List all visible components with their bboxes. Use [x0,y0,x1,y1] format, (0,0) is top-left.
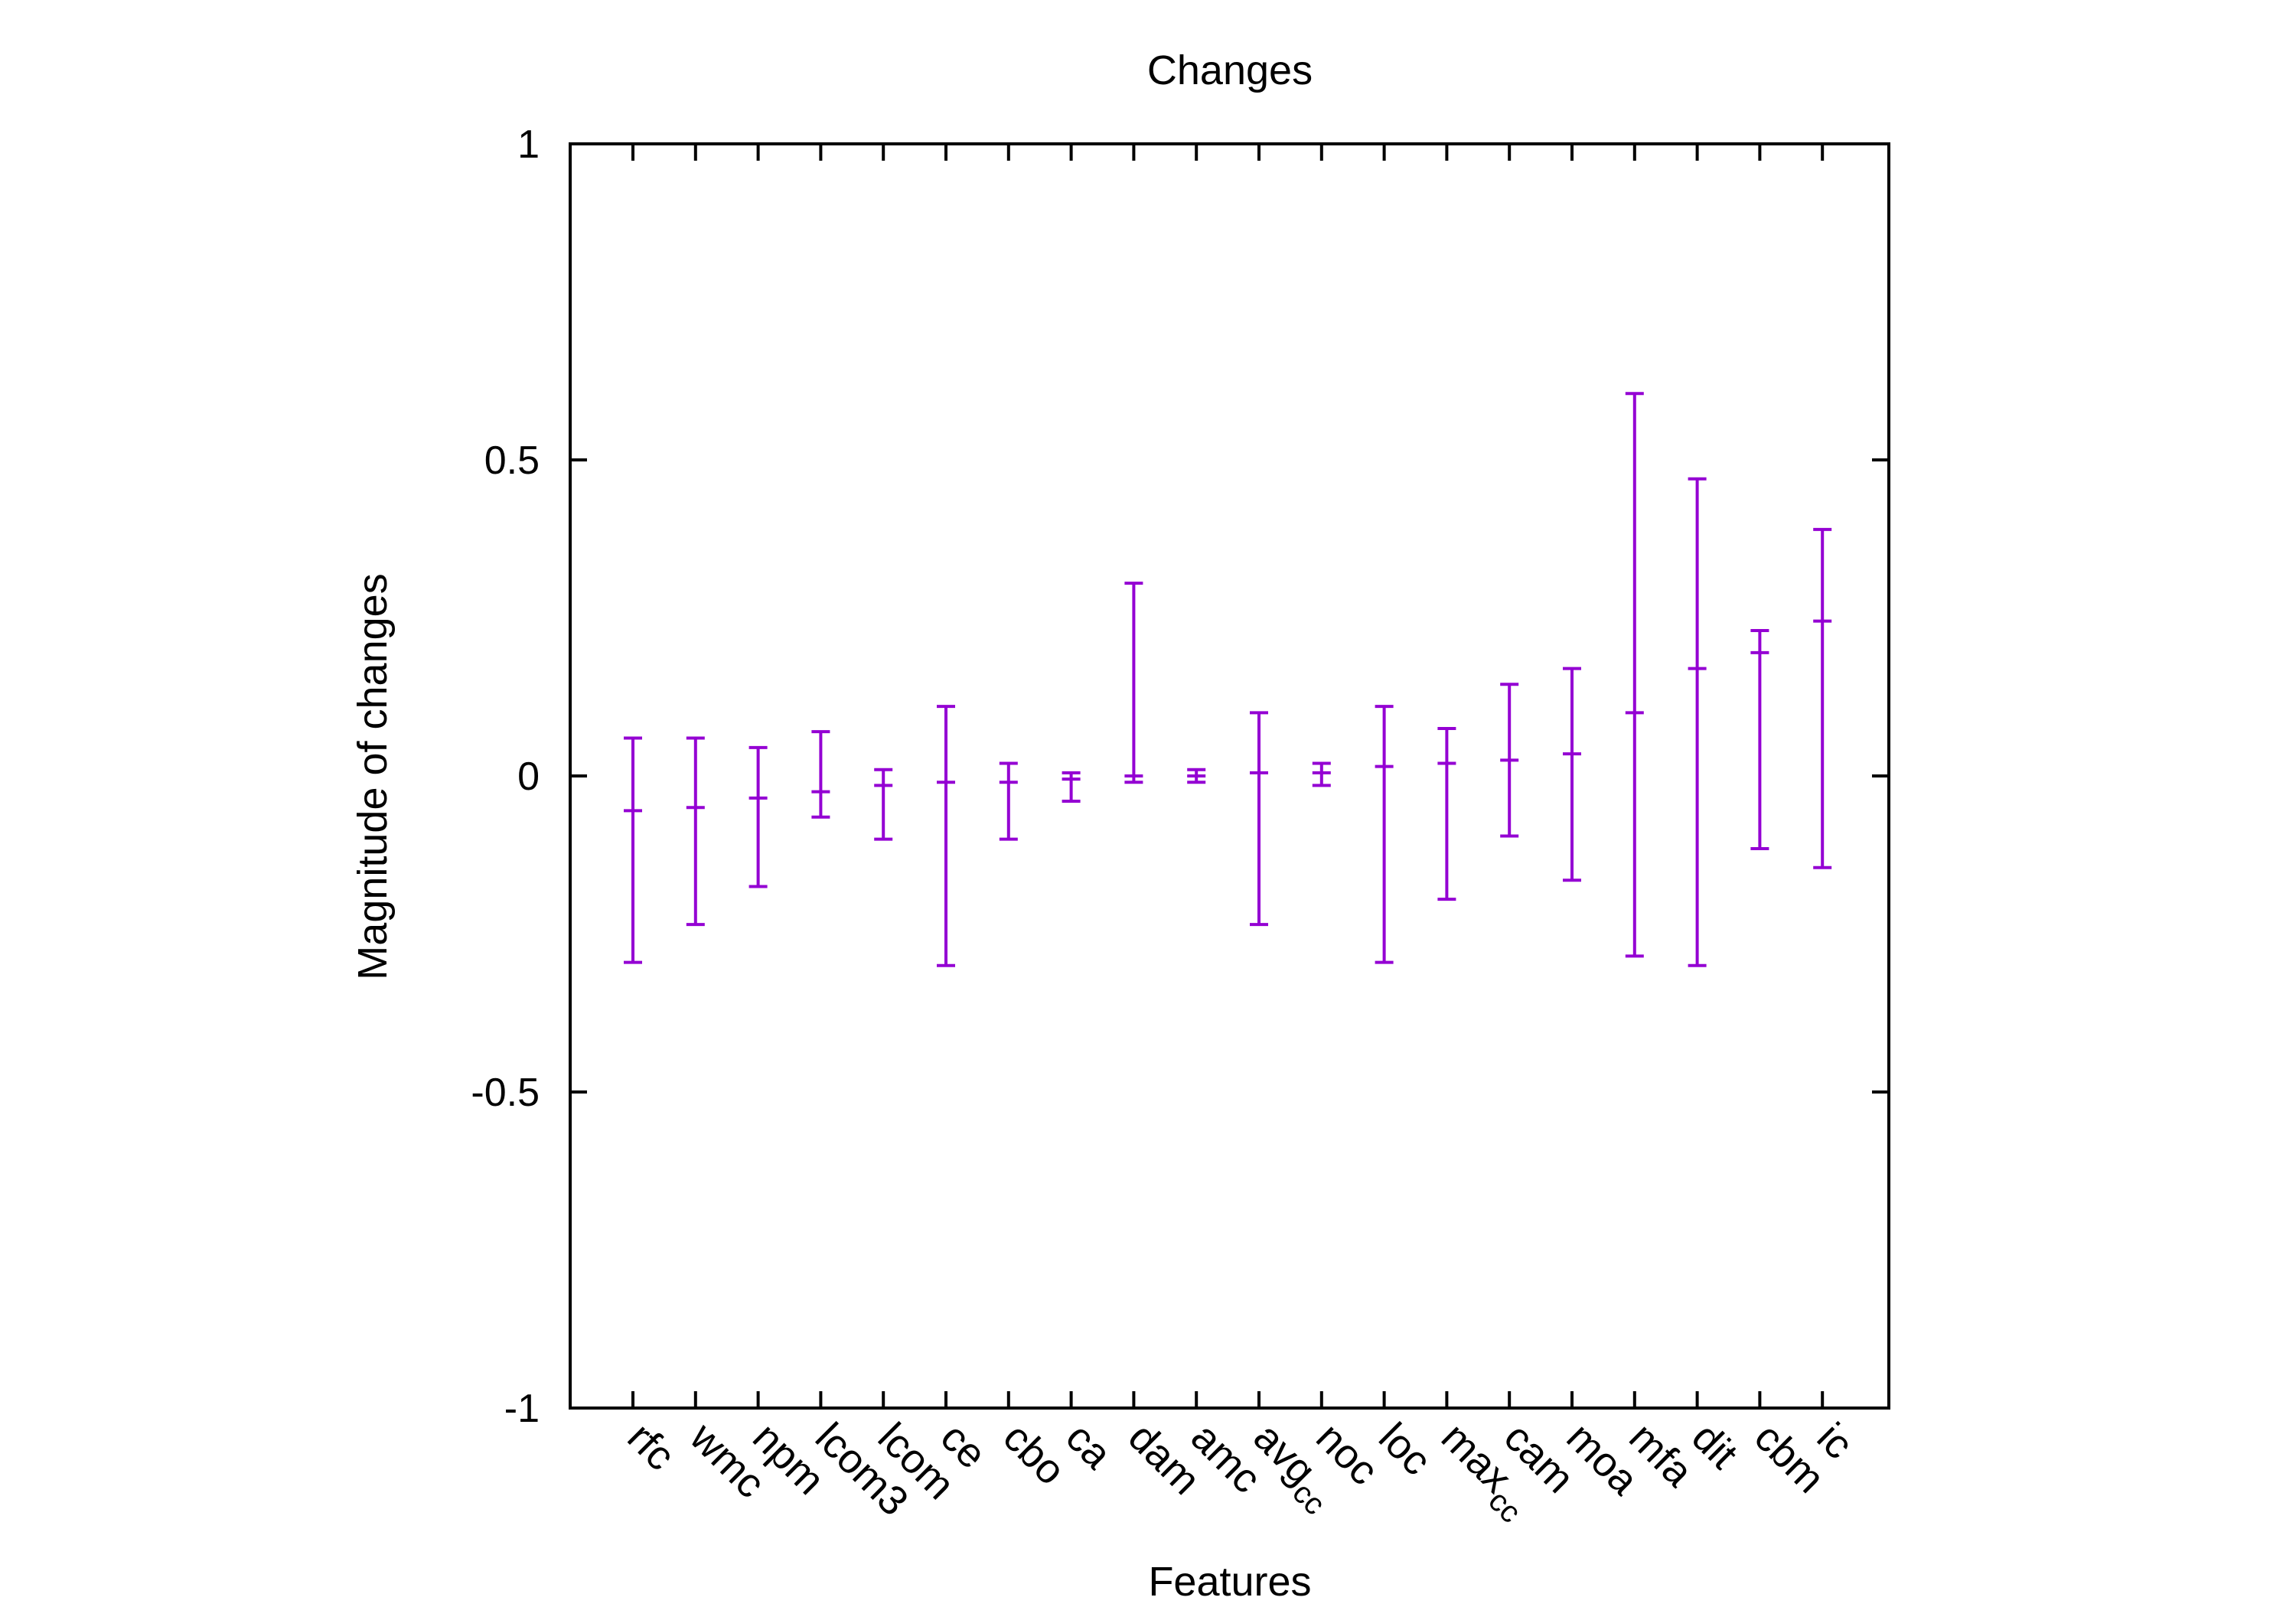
error-bars [624,392,1832,967]
error-bar-cbm [1750,629,1769,850]
error-bar-maxcc [1437,727,1456,901]
x-tick-label: cbo [994,1414,1074,1494]
y-tick-labels: -1 -0.5 0 0.5 1 [471,122,540,1431]
error-bar-lcom [874,768,893,841]
error-bar-lcom3 [811,730,830,819]
y-tick-label: 0 [517,755,540,799]
y-tick-label: 0.5 [484,438,540,483]
error-bar-moa [1563,667,1581,882]
error-bar-ce [937,705,955,967]
error-bar-npm [748,745,768,888]
error-bar-avgcc [1250,711,1268,927]
x-axis-label: Features [1148,1559,1311,1605]
error-bar-wmc [686,736,705,927]
error-bar-ic [1813,527,1832,869]
x-tick-label: rfc [619,1414,684,1479]
error-bar-cbo [999,761,1018,841]
error-bar-rfc [624,736,642,964]
error-bar-mfa [1625,392,1644,958]
chart-title: Changes [1147,47,1313,93]
y-tick-label: -0.5 [471,1071,540,1115]
error-bar-noc [1312,761,1331,787]
plot-frame [569,142,1890,1410]
axis-ticks [570,142,1889,1410]
error-bar-dit [1688,477,1707,967]
y-tick-label: 1 [517,122,540,167]
x-tick-label: noc [1307,1414,1387,1494]
error-bar-amc [1187,768,1206,784]
error-bar-dam [1124,582,1143,784]
error-bar-cam [1500,683,1519,838]
error-bar-ca [1062,771,1081,804]
y-axis-label: Magnitude of changes [350,573,396,980]
x-tick-label: loc [1370,1414,1440,1484]
error-bar-loc [1375,705,1394,964]
y-tick-label: -1 [504,1387,540,1431]
